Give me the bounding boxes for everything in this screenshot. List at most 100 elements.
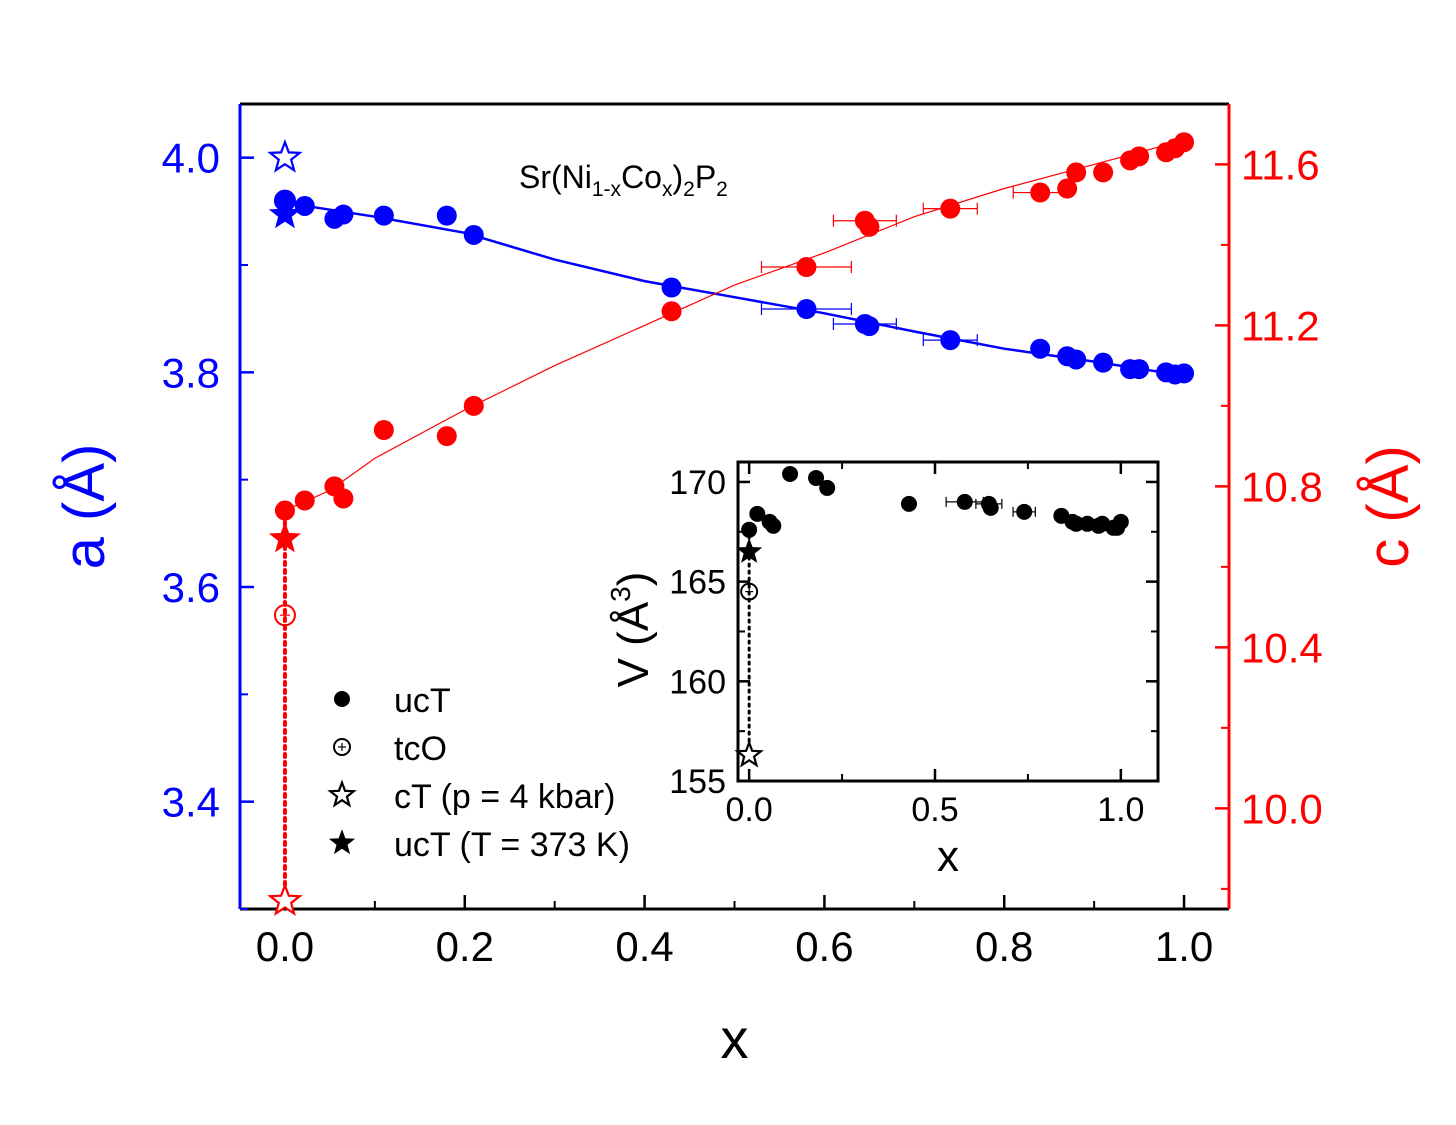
data-point [940,198,961,219]
inset-x-axis-title: x [937,832,959,881]
inset-data-point [736,537,763,563]
legend-marker [328,829,356,855]
chart-legend: ucT tcO cT (p = 4 kbar) ucT (T = 373 K) [327,682,630,864]
marker-ring [740,582,759,601]
title-text: Co [621,159,662,195]
data-point [1129,359,1150,380]
inset-y-tick-label: 170 [669,464,726,502]
inset-data-point [741,521,758,538]
data-point [436,426,457,447]
right-y-tick-label: 11.2 [1241,302,1320,349]
data-point [1066,349,1087,370]
legend-marker [333,738,351,756]
data-point [1129,146,1150,167]
data-point [267,139,303,173]
title-text: P [695,159,716,195]
x-tick-label: 1.0 [1155,923,1213,970]
x-tick-label: 0.6 [795,923,853,970]
x-tick-label: 0.2 [436,923,494,970]
left-y-tick-label: 3.4 [162,779,220,826]
data-point [859,216,880,237]
legend-marker [327,779,357,808]
right-y-tick-label: 10.0 [1241,785,1323,832]
x-axis-title: x [721,1007,749,1070]
inset-y-tick-label: 165 [669,564,726,602]
inset-data-point [782,465,799,482]
inset-data-point [734,739,764,768]
right-y-tick-label: 11.6 [1241,141,1320,188]
data-point [940,330,961,351]
inset-data-point [819,479,836,496]
data-point [1174,132,1195,153]
x-tick-label: 0.4 [615,923,673,970]
data-point [373,205,394,226]
data-point [463,395,484,416]
legend-label: ucT [394,682,451,720]
legend-label: cT (p = 4 kbar) [394,778,615,816]
left-y-tick-label: 3.8 [162,349,220,396]
legend-entry: cT (p = 4 kbar) [327,778,615,816]
data-point [273,604,296,627]
data-point [1174,363,1195,384]
data-point [294,195,315,216]
data-point [1093,162,1114,183]
inset-frame [736,460,1160,783]
inset-y-title-superscript: 3 [605,586,636,602]
data-point [1057,178,1078,199]
legend-entry: tcO [333,730,447,768]
main-plot-area: 0.0 0.2 0.4 0.6 0.8 1.0 3.4 3.6 3.8 4.0 10.0 10.4 10… [52,102,1421,1070]
data-point [268,521,302,553]
title-text: ) [672,159,683,195]
data-point [796,257,817,278]
left-y-tick-label: 4.0 [162,135,220,182]
inset-y-title-text: ) [609,572,658,587]
marker-ring [333,738,351,756]
legend-label: ucT (T = 373 K) [394,826,630,864]
data-point [661,277,682,298]
data-point [1066,162,1087,183]
legend-entry: ucT [334,682,451,720]
data-point [373,420,394,441]
inset-x-tick-label: 0.0 [726,791,773,829]
right-y-tick-label: 10.4 [1241,624,1323,671]
data-point [859,316,880,337]
x-tick-label: 0.0 [256,923,314,970]
title-subscript: 1-x [592,178,622,201]
inset-data-point [1068,515,1085,532]
legend-label: tcO [394,730,447,768]
chart-title: Sr(Ni1-xCox)2P2 [519,159,728,201]
data-point [1030,338,1051,359]
marker-ring [273,604,296,627]
data-point [294,490,315,511]
inset-y-title-text: V (Å [609,601,658,687]
title-subscript: 2 [716,178,728,201]
right-y-axis-title: c (Å) [1356,445,1421,567]
inset-y-axis-title: V (Å3) [605,572,658,688]
inset-volume-plot: 0.0 0.5 1.0 155 160 165 170 x V (Å3) [605,460,1160,881]
data-point [463,224,484,245]
title-text: Sr(Ni [519,159,592,195]
inset-x-tick-label: 0.5 [911,791,958,829]
data-point [796,299,817,320]
inset-data-point [982,499,999,516]
fit-line [284,139,1185,512]
inset-data-point [900,495,917,512]
inset-data-point [1016,503,1033,520]
data-point [1093,352,1114,373]
inset-data-point [956,493,973,510]
data-point [274,500,295,521]
inset-y-tick-label: 155 [669,763,726,801]
data-point [333,204,354,225]
inset-x-tick-label: 1.0 [1097,791,1144,829]
legend-marker [334,691,350,707]
left-y-tick-label: 3.6 [162,564,220,611]
data-point [1030,182,1051,203]
inset-y-tick-label: 160 [669,663,726,701]
inset-data-point [1112,513,1129,530]
data-point [436,205,457,226]
inset-data-point [808,469,825,486]
data-point [333,488,354,509]
x-tick-label: 0.8 [975,923,1033,970]
inset-data-point [749,505,766,522]
title-subscript: 2 [683,178,695,201]
